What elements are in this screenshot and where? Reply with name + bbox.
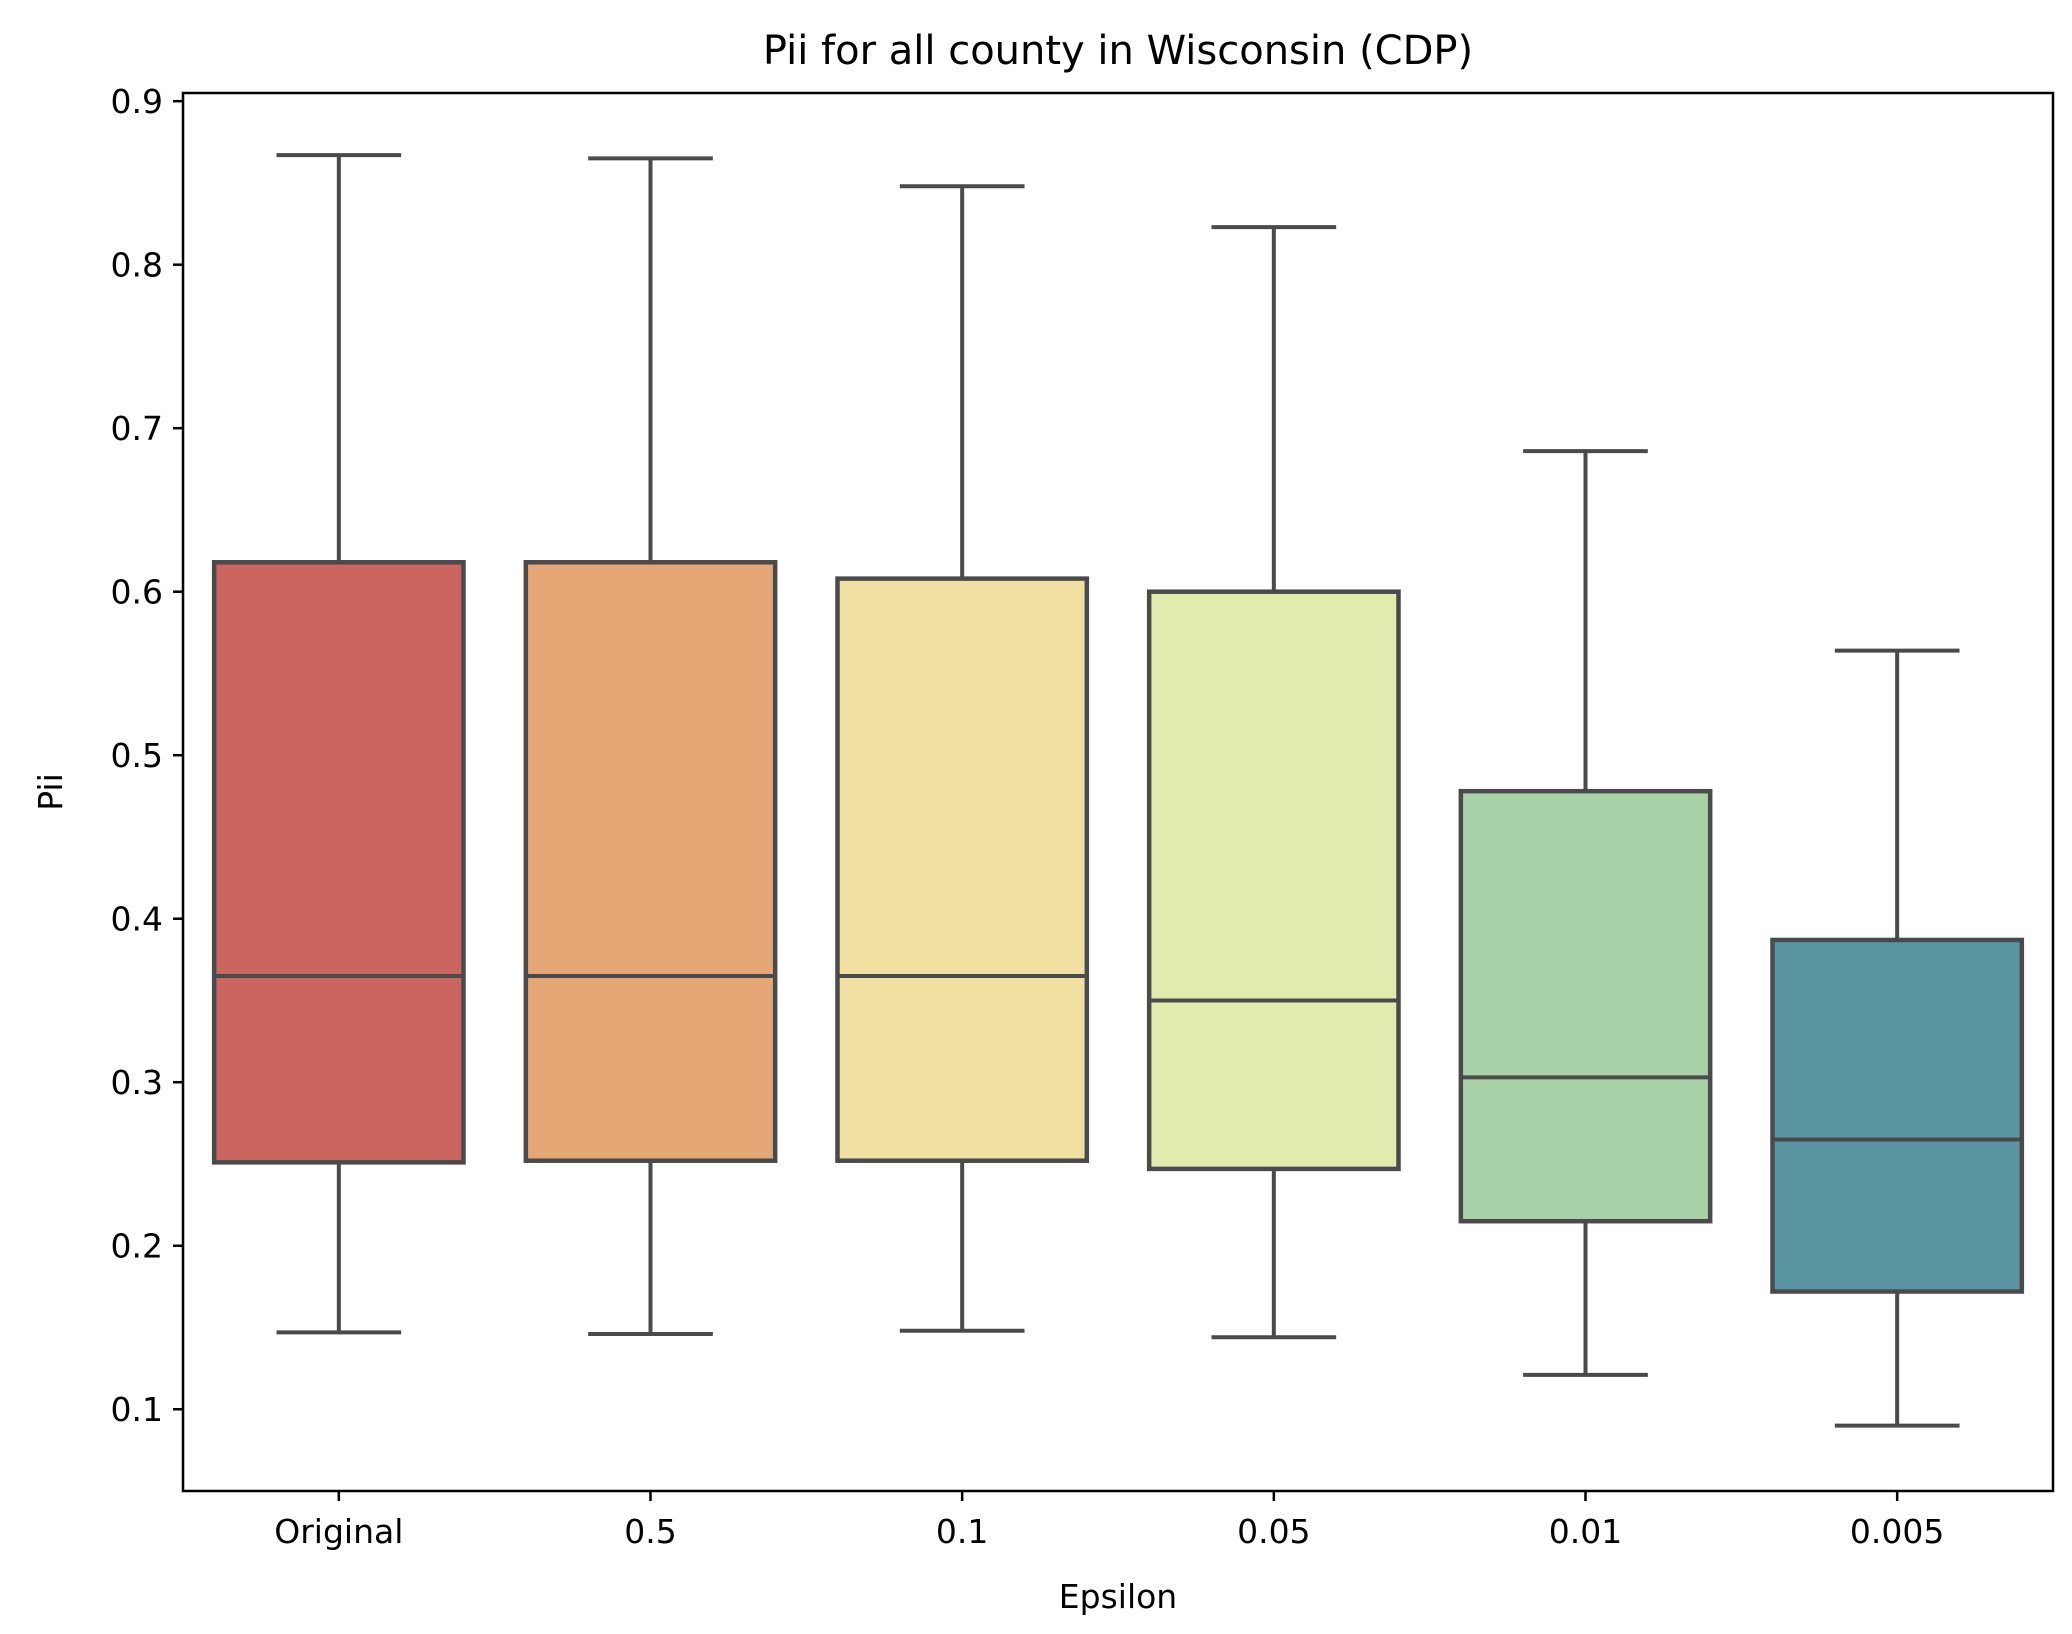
y-tick-label: 0.2 — [111, 1227, 163, 1266]
box-group-3 — [1146, 225, 1401, 1340]
y-axis: 0.1 0.2 0.3 0.4 0.5 0.6 0.7 0.8 0.9 — [111, 82, 183, 1429]
x-tick-label: 0.01 — [1549, 1512, 1622, 1551]
y-tick-label: 0.8 — [111, 246, 163, 285]
box-iqr — [1458, 788, 1713, 1224]
y-tick-label: 0.5 — [111, 736, 163, 775]
box-group-2 — [835, 184, 1090, 1333]
x-tick-label: Original — [274, 1512, 403, 1551]
box-group-1 — [523, 156, 778, 1337]
y-tick-label: 0.1 — [111, 1390, 163, 1429]
y-axis-label: Pii — [31, 773, 70, 811]
box-group-4 — [1458, 449, 1713, 1377]
box-iqr — [1146, 589, 1401, 1172]
x-tick-label: 0.1 — [936, 1512, 988, 1551]
box-iqr — [211, 560, 466, 1165]
box-group-5 — [1770, 648, 2025, 1428]
y-tick-label: 0.6 — [111, 573, 163, 612]
y-tick-label: 0.4 — [111, 900, 163, 939]
y-tick-label: 0.9 — [111, 82, 163, 121]
box-group-0 — [211, 153, 466, 1335]
plot-frame — [181, 91, 2055, 1493]
box-iqr — [835, 576, 1090, 1163]
x-axis-label: Epsilon — [1059, 1577, 1177, 1616]
box-iqr — [523, 560, 778, 1163]
x-tick-label: 0.5 — [624, 1512, 676, 1551]
box-iqr — [1770, 937, 2025, 1294]
x-tick-label: 0.005 — [1850, 1512, 1944, 1551]
x-tick-label: 0.05 — [1237, 1512, 1310, 1551]
x-axis: Original 0.5 0.1 0.05 0.01 0.005 — [274, 1491, 1944, 1551]
y-tick-label: 0.3 — [111, 1063, 163, 1102]
boxes-group — [211, 153, 2025, 1428]
chart-title: Pii for all county in Wisconsin (CDP) — [763, 28, 1473, 74]
y-tick-label: 0.7 — [111, 409, 163, 448]
